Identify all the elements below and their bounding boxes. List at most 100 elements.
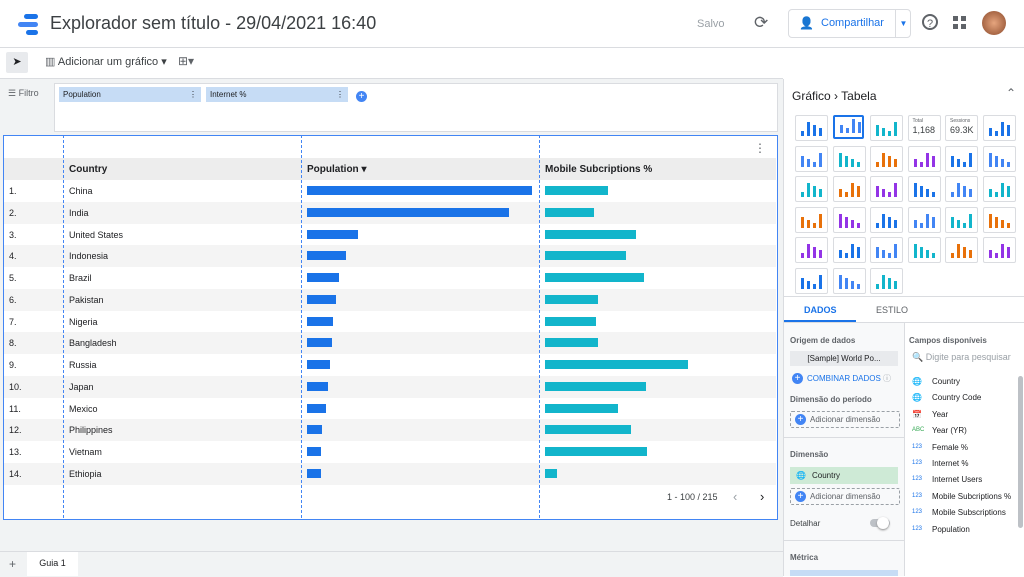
icon-glyph (801, 192, 804, 197)
chart-type-icon[interactable] (795, 206, 828, 233)
field-name[interactable]: Year (YR) (932, 426, 967, 436)
icon-glyph (894, 158, 897, 167)
table-menu[interactable]: ⋮ (754, 141, 766, 155)
prev-page[interactable]: ‹ (733, 489, 738, 504)
table-chart[interactable] (3, 135, 778, 520)
chart-type-icon[interactable] (795, 237, 828, 263)
chart-type-icon[interactable] (907, 237, 941, 263)
tab[interactable]: ESTILO (876, 305, 909, 315)
table-row: 3. United States (4, 224, 776, 246)
field-name[interactable]: Mobile Subscriptions (932, 508, 1006, 518)
dimension-chip[interactable]: 🌐 Country (790, 467, 898, 484)
chart-type-icon[interactable] (982, 145, 1016, 172)
blend-button[interactable]: + COMBINAR DADOS ⓘ (788, 373, 891, 385)
chart-type-icon[interactable] (870, 176, 903, 202)
chart-type-icon[interactable] (832, 176, 866, 202)
chart-type-icon[interactable] (982, 237, 1016, 263)
breadcrumb-item[interactable]: Gráfico (792, 89, 831, 103)
population-bar (307, 251, 346, 261)
chart-type-icon[interactable] (795, 115, 828, 141)
column-header[interactable]: Country (69, 164, 108, 175)
field-name[interactable]: Female % (932, 442, 969, 452)
icon-glyph (913, 219, 917, 228)
field-name[interactable]: Mobile Subcriptions % (932, 491, 1012, 501)
title[interactable]: Explorador sem título - 29/04/2021 16:40 (50, 13, 377, 33)
field-name[interactable]: Internet % (932, 459, 969, 468)
search-box[interactable]: 🔍 Digite para pesquisar (912, 352, 1011, 362)
chart-type-icon[interactable] (870, 145, 903, 172)
sheet-tab[interactable]: Guia 1 (27, 552, 78, 576)
icon-glyph (856, 247, 860, 258)
metric-chip[interactable] (790, 570, 898, 576)
chart-type-icon[interactable] (870, 206, 903, 233)
field-name[interactable]: Internet Users (932, 475, 983, 485)
icon-glyph (994, 192, 998, 197)
population-bar (307, 229, 358, 239)
column-header[interactable]: Mobile Subcriptions % (545, 164, 653, 175)
scrollbar (1018, 376, 1023, 528)
next-page[interactable]: › (760, 489, 765, 504)
add-sheet[interactable]: + (9, 557, 17, 571)
chart-type-icon[interactable] (982, 115, 1016, 141)
refresh-button[interactable]: ⟳ (754, 13, 769, 32)
filter-label: ☰ Filtro (8, 88, 39, 98)
add-chart-button[interactable]: ▥ Adicionar um gráfico ▾ (45, 56, 167, 68)
chart-type-icon[interactable] (795, 145, 828, 172)
add-dimension[interactable]: + Adicionar dimensão (790, 488, 900, 505)
data-source[interactable]: [Sample] World Po... (790, 351, 898, 366)
chart-type-icon[interactable]: Sessions 69.3K (945, 115, 978, 141)
add-control-button[interactable]: ⊞▾ (178, 54, 195, 68)
chart-type-icon[interactable] (907, 145, 941, 172)
select-tool[interactable]: ➤ (6, 52, 28, 73)
country-cell: India (69, 207, 89, 218)
chart-type-icon[interactable] (945, 176, 978, 202)
chart-type-icon[interactable] (982, 176, 1016, 202)
icon-glyph (882, 250, 885, 258)
chart-type-icon[interactable] (832, 237, 866, 263)
chart-type-icon[interactable] (870, 267, 903, 294)
filter-chip[interactable]: Population ⋮ (59, 87, 201, 102)
chart-type-icon[interactable] (832, 115, 864, 139)
filter-chip[interactable]: Internet % ⋮ (206, 87, 348, 102)
chart-type-icon[interactable] (870, 115, 903, 141)
chart-type-icon[interactable] (945, 206, 978, 233)
help-button[interactable]: ? (922, 14, 938, 30)
chart-type-icon[interactable] (945, 145, 978, 172)
field-icon: 🌐 (912, 377, 922, 386)
collapse[interactable]: ⌃ (1006, 86, 1017, 100)
share-button[interactable]: 👤 Compartilhar ▼ (788, 9, 911, 38)
field-name[interactable]: Country (932, 377, 961, 386)
chart-type-icon[interactable] (832, 206, 866, 233)
country-cell: Bangladesh (69, 338, 117, 349)
chart-type-icon[interactable] (832, 145, 866, 172)
chart-type-icon[interactable] (982, 206, 1016, 233)
chart-type-icon[interactable] (870, 237, 903, 263)
chart-type-icon[interactable] (795, 176, 828, 202)
icon-glyph (838, 274, 842, 289)
mobile-bar (545, 403, 618, 413)
field-name[interactable]: Country Code (932, 393, 982, 403)
apps-button[interactable] (953, 16, 966, 29)
field-name[interactable]: Year (932, 409, 949, 419)
icon-glyph (813, 186, 816, 197)
icon-glyph (951, 192, 954, 197)
chart-type-icon[interactable] (945, 237, 978, 263)
chart-type-icon[interactable] (907, 176, 941, 202)
field-name[interactable]: Population (932, 524, 970, 534)
drill-toggle[interactable] (870, 517, 890, 529)
chart-type-icon[interactable]: Total 1,168 (907, 115, 941, 141)
icon-glyph (957, 244, 960, 258)
chart-type-icon[interactable] (832, 267, 866, 294)
avatar[interactable] (982, 11, 1006, 35)
add-filter[interactable]: + (356, 91, 367, 103)
icon-glyph (876, 247, 879, 258)
row-index: 14. (9, 468, 22, 479)
icon-glyph (813, 283, 816, 289)
tab[interactable]: DADOS (804, 305, 837, 315)
chart-type-icon[interactable] (795, 267, 828, 294)
column-header[interactable]: Population ▾ (307, 164, 367, 175)
chart-type-icon[interactable] (907, 206, 941, 233)
icon-glyph (957, 219, 960, 228)
add-dimension[interactable]: + Adicionar dimensão (790, 411, 900, 428)
chip-label: Population (63, 90, 101, 99)
